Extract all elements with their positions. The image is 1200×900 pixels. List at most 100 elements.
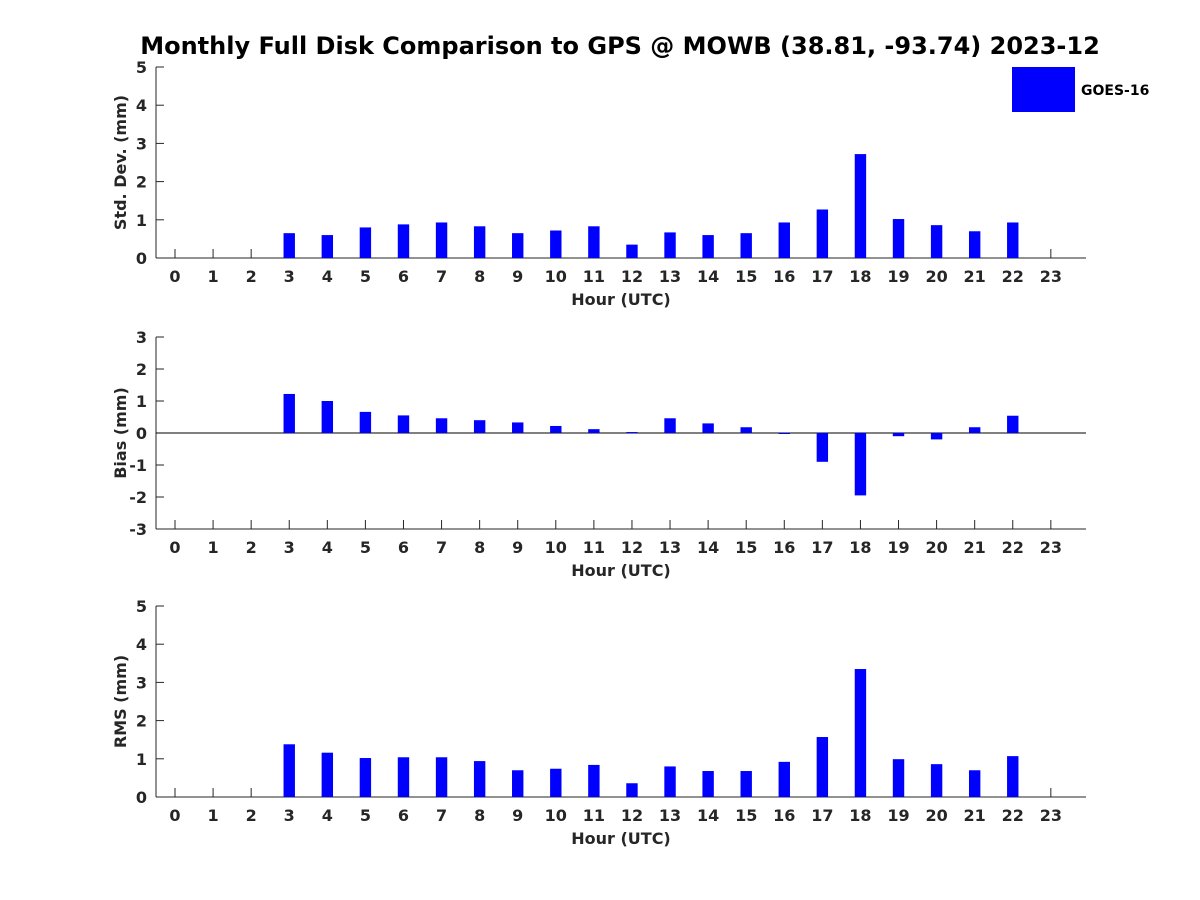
std-dev-x-tick-label: 9	[512, 267, 523, 286]
std-dev-y-tick-label: 4	[136, 96, 147, 115]
std-dev-bar-hour-7	[435, 222, 448, 258]
rms-x-tick-label: 20	[925, 806, 947, 825]
bias-bar-hour-3	[283, 393, 295, 433]
std-dev-y-label: Std. Dev. (mm)	[111, 95, 130, 230]
bias-bar-hour-13	[664, 418, 676, 433]
std-dev-x-tick-label: 10	[545, 267, 567, 286]
bias-x-tick-label: 17	[811, 538, 833, 557]
rms-bar-hour-18	[854, 669, 867, 797]
bias-bar-hour-5	[359, 411, 372, 433]
std-dev-y-tick-label: 1	[136, 211, 147, 230]
rms-x-tick-label: 0	[169, 806, 180, 825]
rms-bar-hour-11	[588, 764, 600, 797]
rms-x-tick-label: 13	[659, 806, 681, 825]
bias-y-tick-label: 3	[136, 328, 147, 347]
bias-x-tick-label: 13	[659, 538, 681, 557]
rms-bar-hour-10	[550, 768, 562, 797]
rms-bar-hour-22	[1007, 756, 1019, 797]
rms-x-tick-label: 23	[1040, 806, 1062, 825]
std-dev-bar-hour-11	[588, 226, 600, 258]
rms-y-tick-label: 2	[136, 712, 147, 731]
rms-bar-hour-5	[359, 758, 372, 797]
rms-bar-hour-15	[740, 771, 752, 797]
std-dev-x-tick-label: 12	[621, 267, 643, 286]
rms-bar-hour-7	[435, 757, 448, 797]
std-dev-x-tick-label: 7	[436, 267, 447, 286]
std-dev-x-tick-label: 6	[398, 267, 409, 286]
rms-x-tick-label: 11	[583, 806, 605, 825]
bias-y-tick-label: -3	[129, 520, 147, 539]
std-dev-bar-hour-18	[854, 154, 867, 258]
rms-x-tick-label: 9	[512, 806, 523, 825]
bias-x-tick-label: 16	[773, 538, 795, 557]
std-dev-y-tick-label: 5	[136, 58, 147, 77]
rms-x-tick-label: 15	[735, 806, 757, 825]
rms-x-tick-label: 14	[697, 806, 719, 825]
bias-bar-hour-19	[892, 433, 905, 437]
bias-y-tick-label: -1	[129, 456, 147, 475]
bias-x-tick-label: 20	[925, 538, 947, 557]
std-dev-bar-hour-3	[283, 233, 295, 258]
bias-x-tick-label: 19	[887, 538, 909, 557]
rms-y-tick-label: 1	[136, 750, 147, 769]
std-dev-x-tick-label: 21	[964, 267, 986, 286]
std-dev-bar-hour-20	[930, 225, 943, 258]
legend-label: GOES-16	[1081, 83, 1149, 99]
std-dev-x-tick-label: 2	[246, 267, 257, 286]
std-dev-bar-hour-9	[512, 233, 524, 258]
rms-x-label: Hour (UTC)	[571, 829, 671, 848]
rms-x-tick-label: 17	[811, 806, 833, 825]
bias-y-tick-label: -2	[129, 488, 147, 507]
std-dev-bar-hour-6	[397, 224, 410, 258]
std-dev-bar-hour-12	[626, 244, 638, 258]
bias-x-tick-label: 0	[169, 538, 180, 557]
std-dev-y-tick-label: 3	[136, 134, 147, 153]
bias-y-tick-label: 0	[136, 424, 147, 443]
bias-bar-hour-17	[816, 433, 829, 462]
std-dev-x-tick-label: 16	[773, 267, 795, 286]
rms-x-tick-label: 22	[1002, 806, 1024, 825]
rms-y-label: RMS (mm)	[111, 655, 130, 748]
rms-bar-hour-21	[968, 770, 981, 797]
rms-x-tick-label: 16	[773, 806, 795, 825]
std-dev-x-tick-label: 5	[360, 267, 371, 286]
bias-x-tick-label: 11	[583, 538, 605, 557]
bias-x-tick-label: 6	[398, 538, 409, 557]
bias-bar-hour-11	[588, 429, 600, 433]
std-dev-x-tick-label: 0	[169, 267, 180, 286]
std-dev-x-tick-label: 17	[811, 267, 833, 286]
rms-x-tick-label: 12	[621, 806, 643, 825]
bias-x-tick-label: 14	[697, 538, 719, 557]
bias-bar-hour-20	[930, 433, 943, 440]
bias-bar-hour-14	[702, 423, 714, 433]
std-dev-bar-hour-10	[550, 230, 562, 258]
std-dev-x-tick-label: 13	[659, 267, 681, 286]
bias-x-tick-label: 1	[208, 538, 219, 557]
std-dev-x-tick-label: 14	[697, 267, 719, 286]
legend-swatch	[1012, 67, 1075, 112]
bias-x-tick-label: 4	[322, 538, 333, 557]
rms-bar-hour-4	[321, 752, 334, 797]
rms-x-tick-label: 5	[360, 806, 371, 825]
bias-bar-hour-4	[321, 401, 334, 433]
std-dev-x-tick-label: 22	[1002, 267, 1024, 286]
rms-y-tick-label: 3	[136, 673, 147, 692]
bias-x-tick-label: 8	[474, 538, 485, 557]
chart-title: Monthly Full Disk Comparison to GPS @ MO…	[140, 32, 1100, 60]
rms-bar-hour-13	[664, 766, 676, 797]
std-dev-bar-hour-15	[740, 233, 752, 258]
rms-x-tick-label: 6	[398, 806, 409, 825]
legend: GOES-16	[1012, 67, 1149, 112]
bias-bar-hour-22	[1007, 415, 1019, 433]
bias-bar-hour-18	[854, 433, 867, 496]
rms-x-tick-label: 2	[246, 806, 257, 825]
rms-x-tick-label: 8	[474, 806, 485, 825]
rms-bar-hour-19	[892, 759, 905, 797]
rms-bar-hour-12	[626, 783, 638, 797]
bias-bar-hour-9	[512, 422, 524, 433]
